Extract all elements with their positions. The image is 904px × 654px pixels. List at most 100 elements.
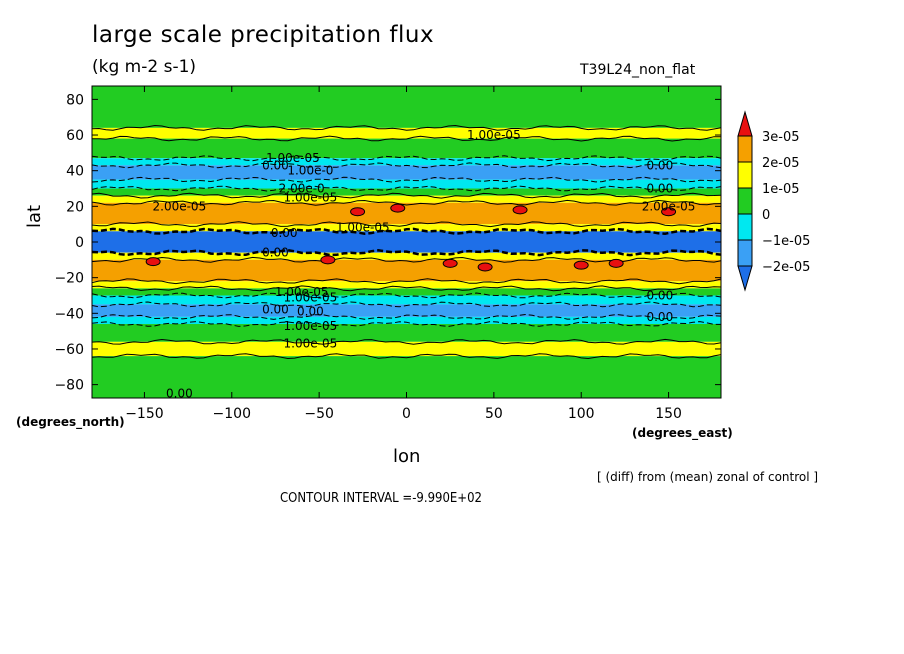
contour-line-6: [92, 185, 721, 192]
colorbar-label-1: 2e-05: [762, 156, 800, 171]
x-tick-label-0: −150: [125, 406, 163, 422]
colorbar-segment-2: [737, 187, 753, 215]
colorbar-label-4: −1e-05: [762, 234, 810, 249]
contour-interval: CONTOUR INTERVAL =-9.990E+02: [280, 491, 482, 506]
contour-label-3: 1.00e-0: [287, 164, 333, 178]
contour-label-16: 0.00: [297, 305, 324, 319]
colorbar-segment-0: [737, 135, 753, 163]
y-tick-label-8: 80: [66, 92, 84, 108]
y-tick-label-4: 0: [75, 235, 84, 251]
band-3: [92, 158, 721, 166]
contour-label-10: 1.00e-05: [336, 221, 390, 235]
contour-line-14: [92, 285, 721, 292]
x-axis-label: lon: [393, 446, 421, 467]
contour-label-20: 0.00: [646, 310, 673, 324]
contour-label-1: 1.00e-05: [266, 151, 320, 165]
x-tick-label-3: 0: [402, 406, 411, 422]
contour-labels: 1.00e-051.00e-050.001.00e-02.00e-01.00e-…: [153, 128, 696, 398]
contour-label-6: 2.00e-05: [153, 199, 207, 213]
x-axis-unit: (degrees_east): [632, 426, 733, 440]
colorbar-label-2: 1e-05: [762, 182, 800, 197]
colorbar-bottom-arrow: [737, 265, 753, 292]
contour-line-16: [92, 301, 721, 308]
band-13: [92, 281, 721, 289]
band-10: [92, 231, 721, 253]
contour-line-5: [92, 176, 721, 183]
contour-line-1: [92, 124, 721, 131]
contour-line-8: [92, 199, 721, 206]
x-tick-label-5: 100: [568, 406, 595, 422]
band-5: [92, 179, 721, 189]
contour-line-9: [92, 221, 721, 228]
contour-line-7: [92, 192, 721, 199]
contour-label-7: 0.00: [646, 158, 673, 172]
band-7: [92, 195, 721, 203]
contour-line-3: [92, 155, 721, 162]
y-tick-label-0: −80: [54, 378, 84, 394]
maximum-spot-3: [661, 207, 677, 217]
contour-line-2: [92, 135, 721, 142]
contour-line-13: [92, 278, 721, 285]
band-12: [92, 259, 721, 282]
band-17: [92, 316, 721, 325]
x-tick-label-2: −50: [304, 406, 334, 422]
contour-label-18: 1.00e-05: [284, 337, 338, 351]
contour-label-19: 0.00: [646, 288, 673, 302]
band-8: [92, 202, 721, 225]
contour-maxima: [145, 203, 677, 272]
contour-label-9: 2.00e-05: [642, 199, 696, 213]
y-axis-unit: (degrees_north): [16, 415, 125, 429]
contour-line-19: [92, 338, 721, 345]
chart-units: (kg m-2 s-1): [92, 57, 197, 77]
y-tick-label-6: 40: [66, 164, 84, 180]
maximum-spot-7: [573, 260, 589, 270]
y-tick-label-2: −40: [54, 306, 84, 322]
chart-title: large scale precipitation flux: [92, 22, 435, 48]
contour-line-10: [92, 227, 721, 235]
contour-label-13: 1.00e-05: [275, 285, 329, 299]
contour-line-4: [92, 162, 721, 169]
contour-fill-bands: [92, 86, 721, 398]
contour-line-20: [92, 353, 721, 360]
y-axis-label: lat: [24, 204, 45, 228]
contour-label-11: 0.00: [271, 226, 298, 240]
band-4: [92, 165, 721, 180]
contour-label-0: 1.00e-05: [467, 128, 521, 142]
colorbar-segment-3: [737, 213, 753, 241]
contour-line-17: [92, 313, 721, 320]
colorbar-segment-1: [737, 161, 753, 189]
band-11: [92, 252, 721, 260]
maximum-spot-6: [477, 262, 493, 272]
contour-label-5: 1.00e-05: [284, 190, 338, 204]
band-1: [92, 127, 721, 139]
band-6: [92, 188, 721, 196]
contour-label-2: 0.00: [262, 158, 289, 172]
band-0: [92, 86, 721, 128]
colorbar: 3e-05 2e-05 1e-05 0 −1e-05 −2e-05: [737, 110, 810, 292]
band-14: [92, 288, 721, 296]
colorbar-label-3: 0: [762, 208, 770, 223]
contour-label-4: 2.00e-0: [279, 182, 325, 196]
colorbar-top-arrow: [737, 110, 753, 137]
band-2: [92, 138, 721, 159]
contour-lines: [92, 124, 721, 360]
contour-line-18: [92, 321, 721, 327]
band-20: [92, 356, 721, 398]
band-16: [92, 304, 721, 317]
diff-note: [ (diff) from (mean) zonal of control ]: [597, 470, 819, 484]
y-axis: −80 −60 −40 −20 0 20 40 60 80: [54, 92, 721, 394]
maximum-spot-5: [442, 258, 458, 268]
y-tick-label-3: −20: [54, 271, 84, 287]
band-15: [92, 295, 721, 305]
x-tick-label-4: 50: [485, 406, 503, 422]
y-tick-label-7: 60: [66, 128, 84, 144]
contour-label-17: 1.00e-05: [284, 319, 338, 333]
contour-line-11: [92, 248, 721, 257]
maximum-spot-4: [320, 255, 336, 265]
contour-label-12: 0.00: [262, 246, 289, 260]
contour-label-8: 0.00: [646, 182, 673, 196]
y-tick-label-1: −60: [54, 342, 84, 358]
colorbar-segment-4: [737, 239, 753, 267]
band-18: [92, 324, 721, 342]
